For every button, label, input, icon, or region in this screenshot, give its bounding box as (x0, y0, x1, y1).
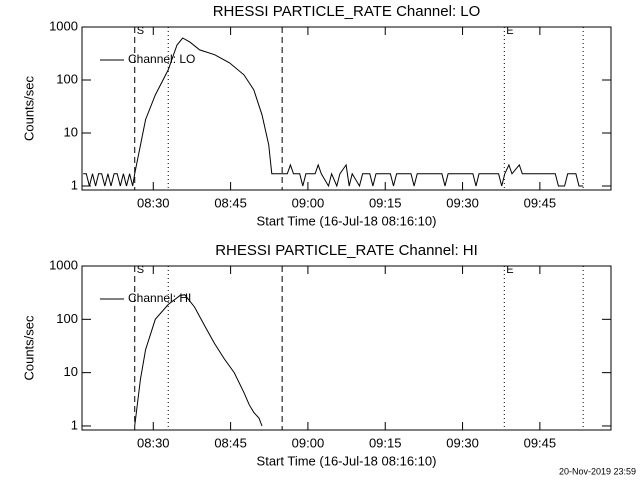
data-line (134, 294, 263, 427)
marker-label: S (137, 264, 144, 276)
x-tick-label: 09:00 (292, 195, 325, 210)
y-tick-label: 1 (71, 177, 78, 192)
y-tick-label: 1000 (49, 257, 78, 272)
x-tick-label: 08:45 (214, 435, 247, 450)
legend-label: Channel: HI (128, 291, 191, 305)
legend-label: Channel: LO (128, 52, 195, 66)
x-tick-label: 09:45 (524, 195, 557, 210)
x-tick-label: 09:30 (446, 435, 479, 450)
x-tick-label: 08:30 (137, 435, 170, 450)
x-axis-label: Start Time (16-Jul-18 08:16:10) (257, 453, 437, 468)
chart-title: RHESSI PARTICLE_RATE Channel: HI (215, 242, 478, 259)
y-tick-label: 10 (64, 124, 78, 139)
y-axis-label: Counts/sec (21, 315, 36, 381)
x-tick-label: 08:45 (214, 195, 247, 210)
marker-label: S (137, 25, 144, 37)
x-tick-label: 09:45 (524, 435, 557, 450)
marker-label: E (506, 264, 513, 276)
x-tick-label: 08:30 (137, 195, 170, 210)
y-tick-label: 1 (71, 417, 78, 432)
x-tick-label: 09:15 (369, 435, 402, 450)
footer-timestamp: 20-Nov-2019 23:59 (559, 466, 636, 476)
y-tick-label: 100 (56, 311, 78, 326)
x-tick-label: 09:00 (292, 435, 325, 450)
marker-label: E (506, 25, 513, 37)
y-axis-label: Counts/sec (21, 75, 36, 141)
y-tick-label: 10 (64, 364, 78, 379)
x-tick-label: 09:15 (369, 195, 402, 210)
plot-frame (81, 265, 612, 431)
y-tick-label: 1000 (49, 18, 78, 33)
chart-title: RHESSI PARTICLE_RATE Channel: LO (213, 3, 481, 20)
data-line (83, 37, 584, 188)
x-axis-label: Start Time (16-Jul-18 08:16:10) (257, 213, 437, 228)
plot-frame (81, 26, 612, 191)
x-tick-label: 09:30 (446, 195, 479, 210)
y-tick-label: 100 (56, 71, 78, 86)
